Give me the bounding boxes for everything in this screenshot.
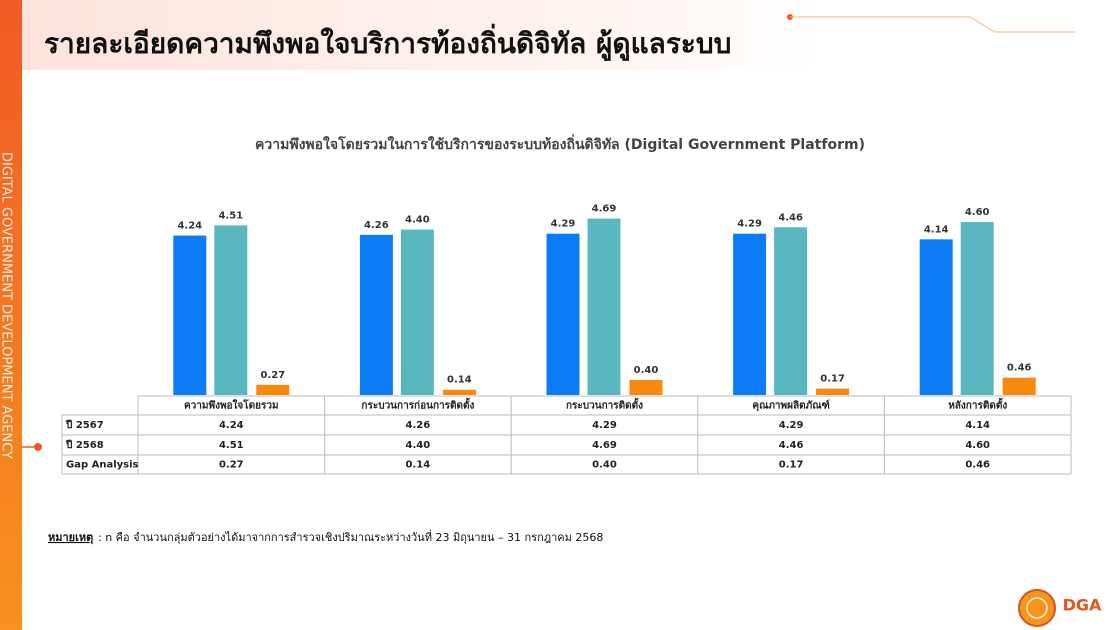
value-label: 0.17 bbox=[820, 374, 845, 385]
bar bbox=[629, 379, 663, 395]
table-cell: 4.40 bbox=[406, 440, 431, 451]
chart: 4.24 4.26 4.29 4.29 4.14 4.51 4.40 4.69 4.46 4.60… bbox=[61, 204, 1072, 475]
value-label: 4.29 bbox=[551, 219, 576, 230]
chart-title: ความพึงพอใจโดยรวมในการใช้บริการของระบบท้… bbox=[255, 134, 865, 153]
table-cell: 0.14 bbox=[406, 460, 431, 471]
value-label: 4.46 bbox=[778, 212, 803, 223]
bar bbox=[919, 239, 953, 395]
legend-label: Gap Analysis bbox=[66, 460, 139, 471]
value-label: 4.26 bbox=[364, 220, 389, 231]
value-label: 4.51 bbox=[218, 210, 243, 221]
table-cell: 4.14 bbox=[965, 420, 990, 431]
table-cell: 4.69 bbox=[592, 440, 617, 451]
x-tick-label: กระบวนการก่อนการติดตั้ง bbox=[361, 398, 474, 412]
table-cell: 0.17 bbox=[779, 460, 804, 471]
table-cell: 0.27 bbox=[219, 460, 244, 471]
x-tick-label: หลังการติดตั้ง bbox=[948, 398, 1007, 412]
side-bar bbox=[0, 0, 22, 630]
note-label: หมายเหตุ bbox=[48, 531, 93, 545]
bar bbox=[400, 229, 434, 395]
bar bbox=[256, 384, 290, 395]
bar bbox=[774, 227, 808, 395]
value-label: 0.27 bbox=[260, 370, 285, 381]
bar bbox=[587, 218, 621, 395]
table-cell: 4.60 bbox=[965, 440, 990, 451]
x-tick-label: ความพึงพอใจโดยรวม bbox=[184, 399, 279, 412]
table-cell: 4.29 bbox=[779, 420, 804, 431]
table-cell: 0.40 bbox=[592, 460, 617, 471]
bar bbox=[733, 233, 767, 395]
slide-title: รายละเอียดความพึงพอใจบริการท้องถิ่นดิจิท… bbox=[44, 23, 731, 61]
decor-dot bbox=[34, 443, 42, 451]
bar bbox=[359, 234, 393, 395]
bar bbox=[442, 389, 476, 395]
table-cell: 4.29 bbox=[592, 420, 617, 431]
value-label: 0.40 bbox=[634, 365, 659, 376]
decor-line bbox=[790, 16, 1075, 33]
emblem bbox=[1026, 597, 1048, 619]
bar bbox=[816, 388, 850, 395]
bar bbox=[1002, 377, 1036, 395]
bar bbox=[546, 233, 580, 395]
logo-text: DGA bbox=[1063, 596, 1102, 615]
emblem bbox=[1018, 589, 1056, 627]
bar bbox=[214, 225, 248, 395]
value-label: 4.40 bbox=[405, 215, 430, 226]
table-cell: 0.46 bbox=[965, 460, 990, 471]
x-tick-label: คุณภาพผลิตภัณฑ์ bbox=[752, 400, 829, 412]
value-label: 4.29 bbox=[737, 219, 762, 230]
note-text: : n คือ จำนวนกลุ่มตัวอย่างได้มาจากการสำร… bbox=[98, 529, 603, 544]
value-label: 4.60 bbox=[965, 207, 990, 218]
table-cell: 4.26 bbox=[406, 420, 431, 431]
legend-label: ปี 2568 bbox=[65, 439, 103, 451]
table-cell: 4.46 bbox=[779, 440, 804, 451]
value-label: 4.69 bbox=[592, 204, 617, 215]
value-label: 4.24 bbox=[177, 221, 202, 232]
bar bbox=[173, 235, 207, 395]
table-cell: 4.24 bbox=[219, 420, 244, 431]
value-label: 4.14 bbox=[924, 224, 949, 235]
side-text: DIGITAL GOVERNMENT DEVELOPMENT AGENCY bbox=[0, 152, 14, 459]
bar bbox=[960, 222, 994, 395]
header-band bbox=[22, 0, 822, 70]
value-label: 0.14 bbox=[447, 375, 472, 386]
table-cell: 4.51 bbox=[219, 440, 244, 451]
x-tick-label: กระบวนการติดตั้ง bbox=[566, 398, 643, 412]
legend-label: ปี 2567 bbox=[65, 419, 103, 431]
value-label: 0.46 bbox=[1007, 363, 1032, 374]
